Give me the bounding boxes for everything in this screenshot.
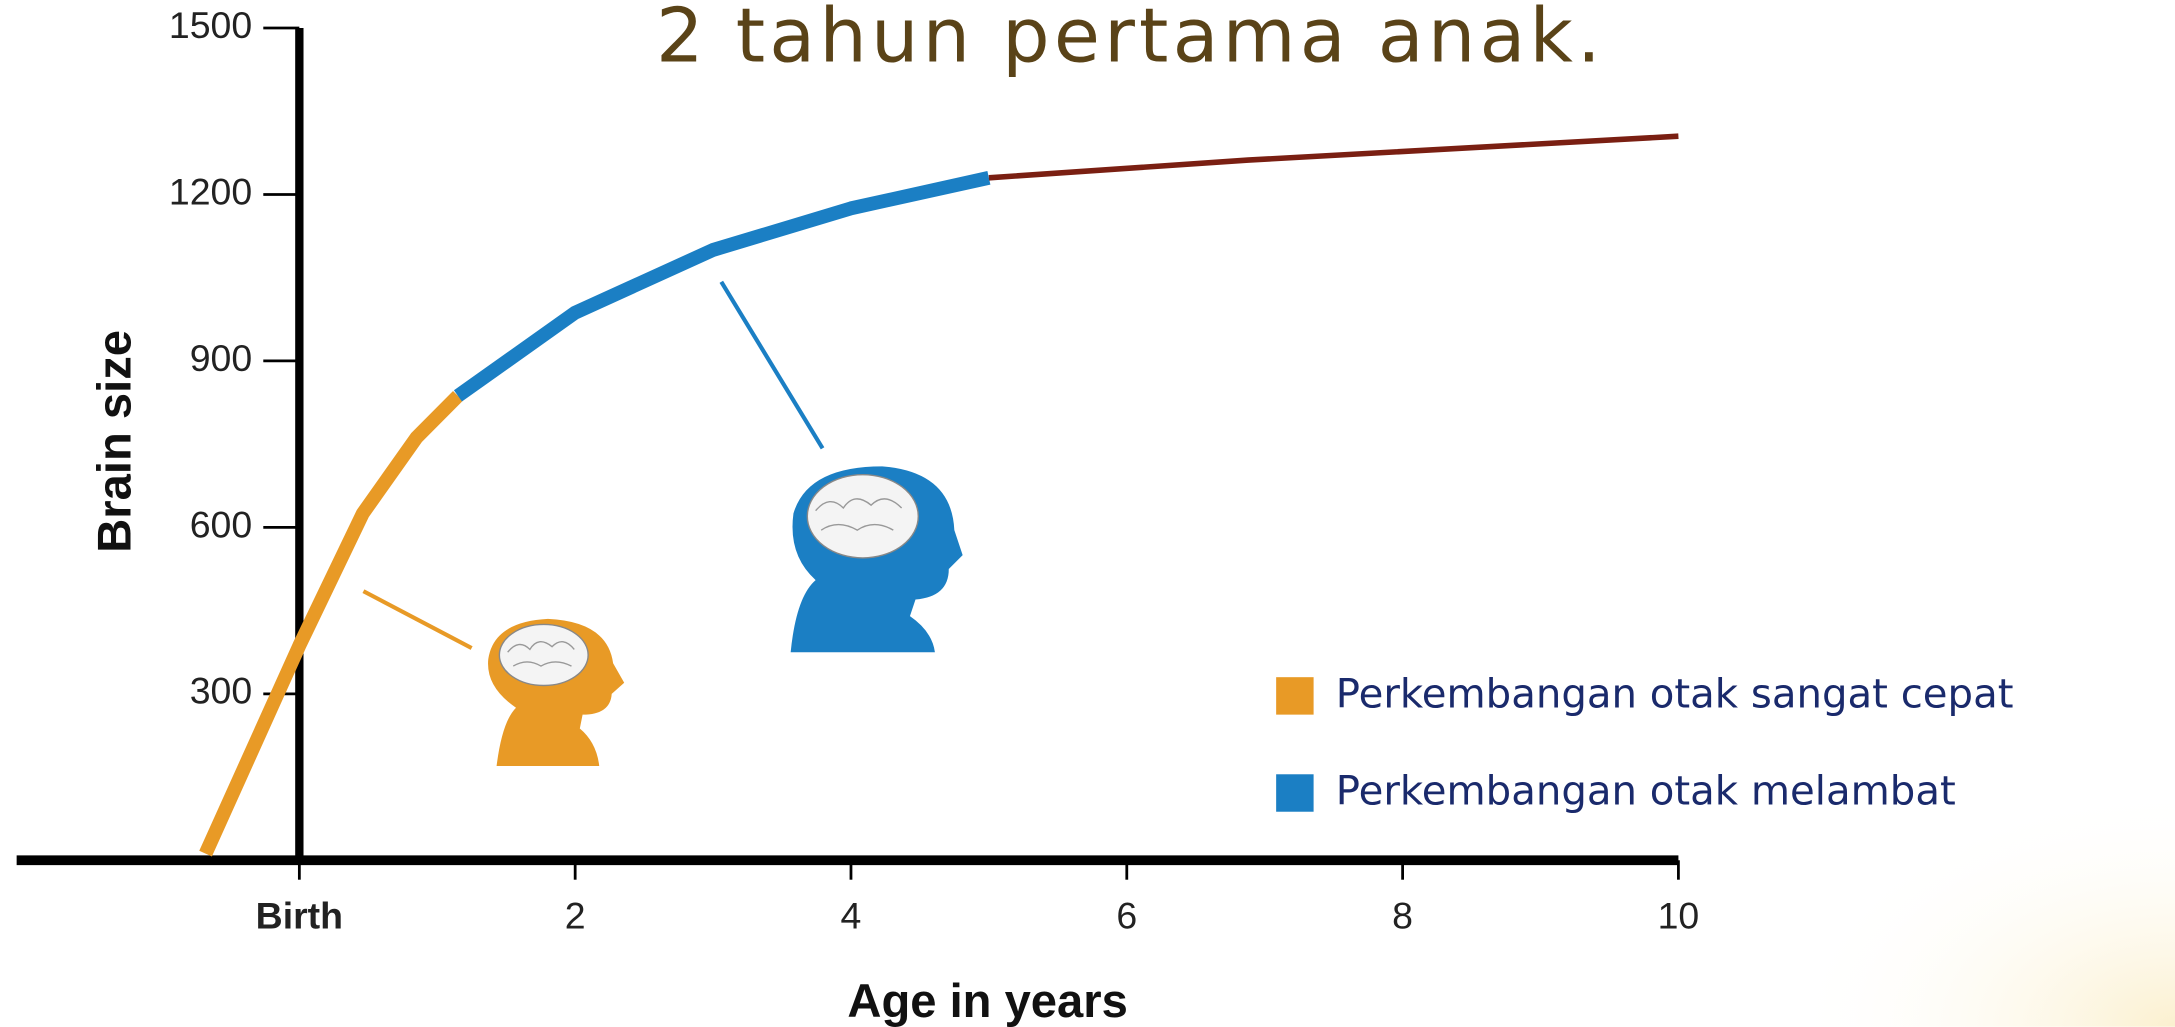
chart: 2 tahun pertama anak. Brain size Age in … (0, 0, 2175, 1027)
legend-label: Perkembangan otak melambat (1336, 769, 1956, 815)
child-head-icon (791, 466, 963, 652)
y-tick-label: 300 (190, 670, 252, 712)
x-tick-label: 6 (1116, 894, 1137, 936)
x-tick-label: 8 (1392, 894, 1413, 936)
child-head-icon (488, 619, 624, 766)
y-tick-label: 600 (190, 503, 252, 545)
y-tick-label: 1500 (169, 4, 252, 46)
legend-swatch (1276, 774, 1313, 811)
legend-swatch (1276, 677, 1313, 714)
legend-label: Perkembangan otak sangat cepat (1336, 672, 2014, 718)
x-tick-label: 4 (841, 894, 862, 936)
data-line (206, 396, 458, 854)
leader-line (721, 282, 822, 448)
chart-title: 2 tahun pertama anak. (656, 0, 1605, 79)
x-tick-label: Birth (256, 894, 343, 936)
x-tick-label: 2 (565, 894, 586, 936)
y-tick-label: 1200 (169, 170, 252, 212)
data-line (989, 136, 1679, 178)
y-tick-label: 900 (190, 337, 252, 379)
page: 2 tahun pertama anak. Brain size Age in … (0, 0, 2175, 1027)
x-tick-label: 10 (1658, 894, 1700, 936)
y-axis-label: Brain size (87, 330, 140, 553)
x-axis-label: Age in years (847, 974, 1127, 1027)
leader-line (363, 591, 471, 648)
